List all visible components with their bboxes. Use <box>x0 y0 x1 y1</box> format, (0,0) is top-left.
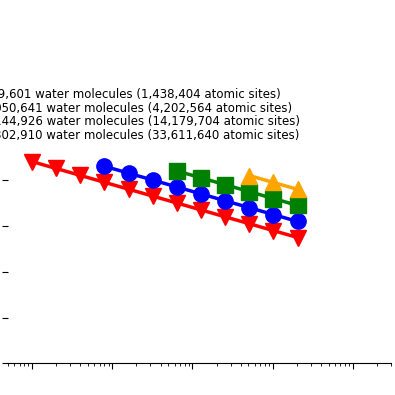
1,050,641 water molecules (4,202,564 atomic sites) <box>223 198 228 203</box>
359,601 water molecules (1,438,404 atomic sites) <box>199 207 203 212</box>
Line: 359,601 water molecules (1,438,404 atomic sites): 359,601 water molecules (1,438,404 atomi… <box>24 154 305 245</box>
359,601 water molecules (1,438,404 atomic sites) <box>295 235 300 240</box>
8,302,910 water molecules (33,611,640 atomic sites) <box>295 187 300 192</box>
Legend: 359,601 water molecules (1,438,404 atomic sites), 1,050,641 water molecules (4,2: 359,601 water molecules (1,438,404 atomi… <box>0 88 300 142</box>
3,144,926 water molecules (14,179,704 atomic sites) <box>223 182 228 187</box>
1,050,641 water molecules (4,202,564 atomic sites) <box>126 171 131 175</box>
359,601 water molecules (1,438,404 atomic sites) <box>150 194 155 198</box>
359,601 water molecules (1,438,404 atomic sites) <box>30 159 34 164</box>
1,050,641 water molecules (4,202,564 atomic sites) <box>175 184 179 189</box>
Line: 1,050,641 water molecules (4,202,564 atomic sites): 1,050,641 water molecules (4,202,564 ato… <box>97 159 305 229</box>
3,144,926 water molecules (14,179,704 atomic sites) <box>247 189 252 194</box>
1,050,641 water molecules (4,202,564 atomic sites) <box>150 178 155 182</box>
1,050,641 water molecules (4,202,564 atomic sites) <box>102 164 107 169</box>
359,601 water molecules (1,438,404 atomic sites) <box>126 187 131 192</box>
359,601 water molecules (1,438,404 atomic sites) <box>78 173 83 178</box>
359,601 water molecules (1,438,404 atomic sites) <box>271 228 276 233</box>
359,601 water molecules (1,438,404 atomic sites) <box>102 180 107 185</box>
3,144,926 water molecules (14,179,704 atomic sites) <box>175 169 179 173</box>
359,601 water molecules (1,438,404 atomic sites) <box>54 166 58 171</box>
1,050,641 water molecules (4,202,564 atomic sites) <box>199 192 203 196</box>
359,601 water molecules (1,438,404 atomic sites) <box>247 221 252 226</box>
1,050,641 water molecules (4,202,564 atomic sites) <box>295 219 300 224</box>
1,050,641 water molecules (4,202,564 atomic sites) <box>247 205 252 210</box>
3,144,926 water molecules (14,179,704 atomic sites) <box>199 175 203 180</box>
Line: 8,302,910 water molecules (33,611,640 atomic sites): 8,302,910 water molecules (33,611,640 at… <box>242 168 305 197</box>
359,601 water molecules (1,438,404 atomic sites) <box>223 214 228 219</box>
3,144,926 water molecules (14,179,704 atomic sites) <box>295 203 300 208</box>
8,302,910 water molecules (33,611,640 atomic sites) <box>247 173 252 178</box>
1,050,641 water molecules (4,202,564 atomic sites) <box>271 212 276 217</box>
8,302,910 water molecules (33,611,640 atomic sites) <box>271 180 276 185</box>
359,601 water molecules (1,438,404 atomic sites) <box>175 201 179 205</box>
Line: 3,144,926 water molecules (14,179,704 atomic sites): 3,144,926 water molecules (14,179,704 at… <box>169 163 305 213</box>
3,144,926 water molecules (14,179,704 atomic sites) <box>271 196 276 201</box>
